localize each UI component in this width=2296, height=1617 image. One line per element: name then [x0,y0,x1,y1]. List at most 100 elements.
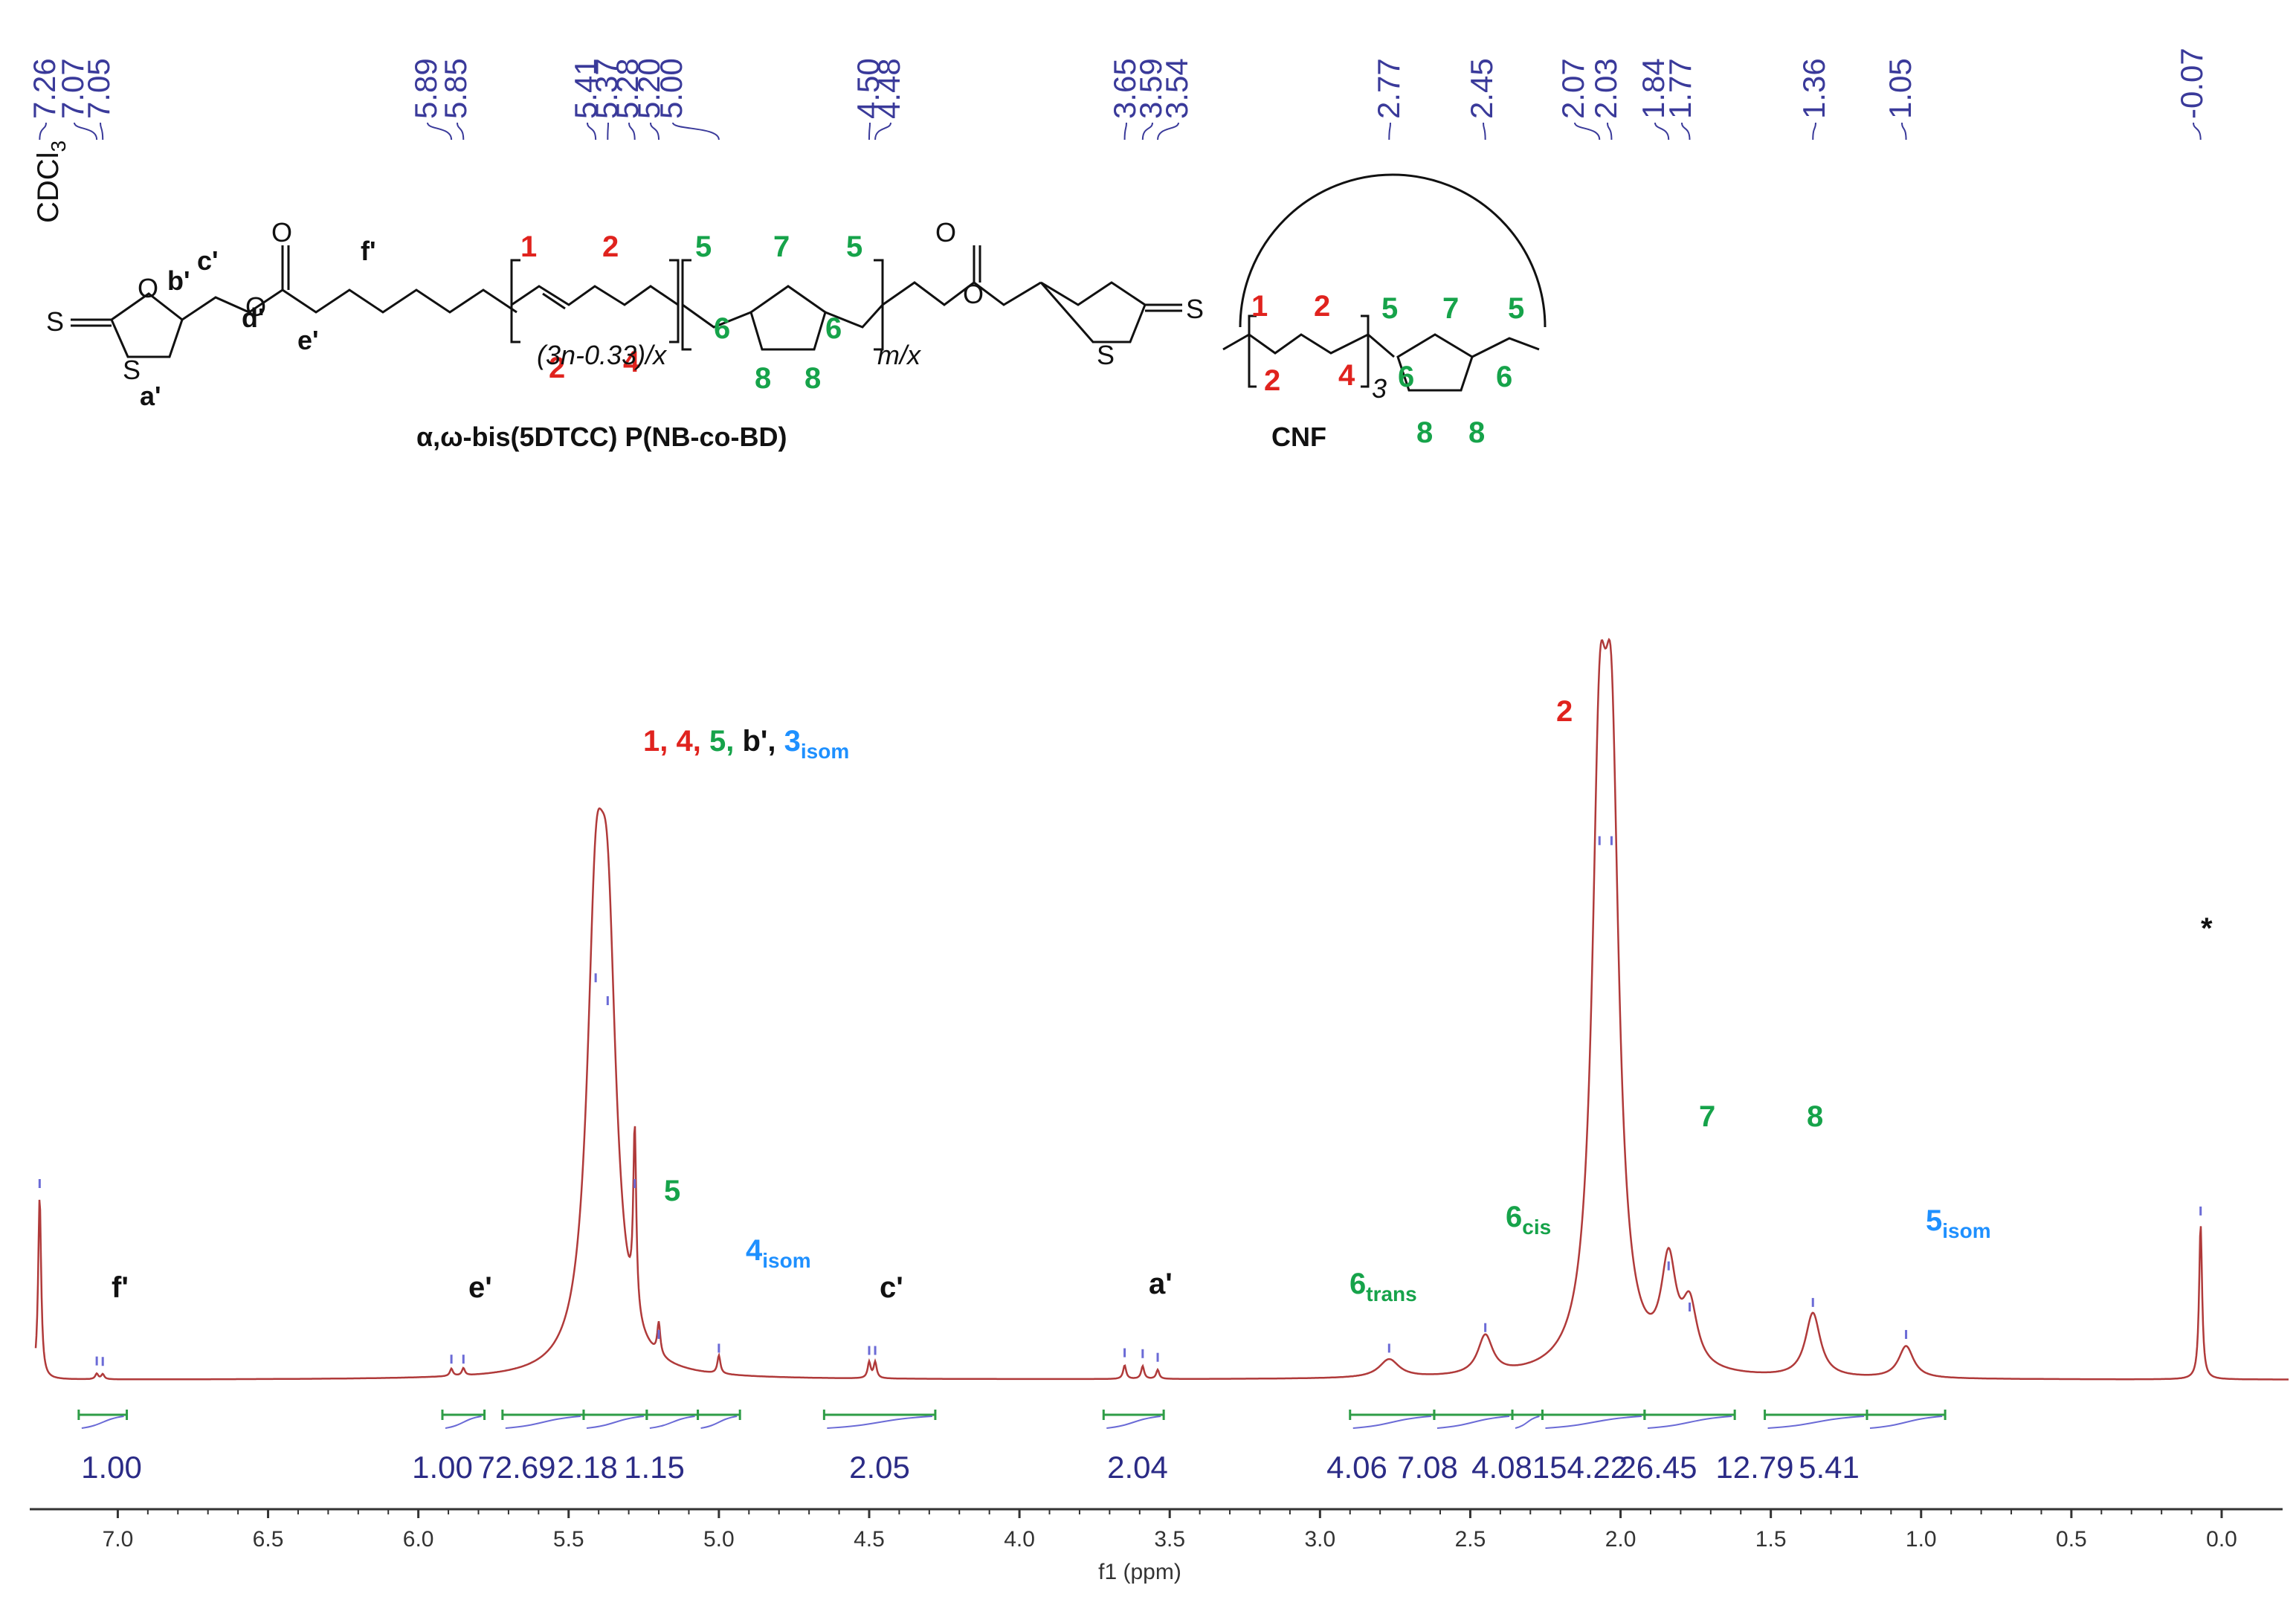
spectrum-trace [34,637,2289,1381]
peak-assignment: 7 [1699,1100,1715,1133]
peak-label: 5.85 [438,58,473,119]
peak-assignment: f' [112,1271,129,1304]
peak-leader-line [1574,122,1601,141]
repeat-double-bond-1 [542,292,566,310]
integral-curve [586,1416,644,1429]
x-tick-label: 5.5 [553,1527,584,1552]
integrals: 1.00 1.00 72.69 2.18 1.15 2.05 2.04 4.06 7.08 4.0… [77,1410,1947,1485]
integral-curve [445,1416,482,1429]
assignment-subscript: cis [1522,1216,1551,1239]
integral-value: 2.05 [849,1450,910,1485]
structure-text: O [963,279,984,309]
structure-text: O [935,217,956,248]
peak-assignment: 5 [664,1175,680,1207]
integral-value: 2.18 [557,1450,618,1485]
integral-value: 26.45 [1619,1450,1697,1485]
peak-leader-line [457,122,465,141]
structure-text: CNF [1271,422,1326,452]
structure-text: 5 [846,230,862,263]
x-tick-label: 2.0 [1605,1527,1636,1552]
structure-text: b' [167,265,190,296]
assignment-part: 6 [1349,1268,1366,1300]
peak-assignment: 6cis [1506,1201,1551,1239]
x-tick-label: 5.0 [703,1527,735,1552]
left-ring-bonds [110,292,184,358]
integral-curve [1515,1416,1540,1429]
peak-label: 5.28 [610,58,645,119]
structure-text: α,ω-bis(5DTCC) P(NB-co-BD) [416,422,787,452]
x-tick-label: 4.5 [854,1527,885,1552]
structure-text: 8 [755,362,771,395]
assignment-part: 6 [1506,1201,1522,1233]
structure-text: 8 [1468,416,1485,449]
structure-text: 5 [1508,292,1524,325]
peak-label: 5.00 [654,58,689,119]
structure-text: S [1097,340,1115,370]
structure-text: 2 [549,352,565,384]
assignment-part: a' [1149,1268,1173,1300]
assignment-part: f' [112,1271,129,1304]
integral-curve [827,1416,932,1429]
peak-markers [38,836,2202,1366]
x-tick-label: 2.5 [1455,1527,1486,1552]
integral-value: 5.41 [1799,1450,1860,1485]
peak-label: 3.65 [1107,58,1142,119]
peak-leader-line [1654,122,1670,141]
structure-text: O [245,291,266,322]
structure-text: S [123,355,141,385]
assignment-part: 5, [709,725,742,758]
integral-curve [1436,1416,1510,1429]
assignment-part: b', [742,725,784,758]
integral-curve [1767,1416,1865,1429]
cyclopentane-links [682,303,884,329]
assignment-subscript: isom [1942,1219,1990,1242]
integral-value: 4.06 [1326,1450,1387,1485]
assignment-part: 2 [1556,695,1573,728]
peak-assignment: c' [880,1271,903,1304]
peak-leader-line [39,122,47,141]
cnf-ring [1396,333,1474,392]
peak-leader-line [1483,122,1486,141]
x-tick-label: 0.5 [2056,1527,2087,1552]
x-axis-ticks: 7.0 6.5 6.0 5.5 5.0 4.5 4.0 3.5 3.0 2.5 2.0 1.5 1.0 0… [103,1509,2237,1552]
peak-leader-line [587,122,597,141]
peak-leader-line [628,122,636,141]
peak-assignment: 4isom [746,1234,811,1272]
x-tick-label: 3.5 [1154,1527,1185,1552]
peak-label: 2.07 [1555,58,1590,119]
assignment-part: 8 [1807,1100,1823,1133]
integral-value: 1.00 [412,1450,473,1485]
structure-text: 5 [1381,292,1398,325]
peak-label: 3.54 [1159,58,1194,119]
peak-label: 7.26 [27,58,62,119]
x-tick-label: 4.0 [1004,1527,1035,1552]
structure-text: c' [197,245,219,276]
assignment-subscript: isom [801,740,849,763]
peak-leader-line [2193,122,2202,141]
x-axis-label: f1 (ppm) [1098,1560,1181,1584]
peak-label: 5.89 [408,58,443,119]
structure-text: 8 [804,362,821,395]
peak-leader-line [874,122,891,141]
peak-leader-line [1812,122,1816,141]
cnf-right-link [1471,337,1540,358]
x-tick-label: 6.0 [403,1527,434,1552]
structure-text: 3 [1372,373,1387,404]
peak-leader-line [1141,122,1153,141]
structure-text: O [138,273,158,303]
integral-value: 1.00 [81,1450,142,1485]
structure-text: 2 [1264,364,1280,397]
peak-label: 5.41 [568,58,603,119]
assignment-subscript: trans [1366,1282,1416,1305]
peak-label: 4.48 [871,58,906,119]
peak-leader-line [1123,122,1127,141]
peak-assignment: 5isom [1926,1204,1991,1242]
structure-text: S [46,306,64,337]
x-tick-label: 0.0 [2206,1527,2237,1552]
peak-leader-line [607,122,609,141]
peak-label: 2.45 [1464,58,1499,119]
cyclopentane-ring [749,285,827,351]
structure-text: e' [297,325,319,355]
